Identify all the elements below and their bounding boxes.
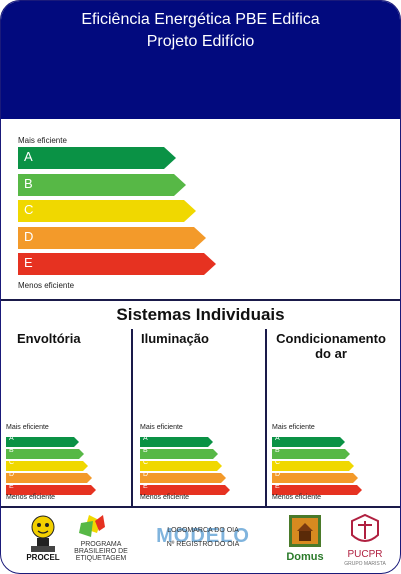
main-bar-b: B (18, 174, 188, 196)
pbe-line2: BRASILEIRO DE (74, 548, 128, 555)
envoltoria-bar-a: A (6, 434, 80, 447)
procel-text: PROCEL (26, 553, 60, 562)
pbe-line3: ETIQUETAGEM (75, 555, 127, 562)
oia-line1: LOGOMARCA DO OIA (167, 527, 239, 534)
iluminacao-bottom-label: Menos eficiente (140, 494, 190, 501)
envoltoria-top-label: Mais eficiente (6, 424, 49, 431)
envoltoria-bar-e-letter: E (9, 483, 14, 490)
pbe-logo: PROGRAMA BRASILEIRO DE ETIQUETAGEM (67, 511, 135, 567)
condicionamento-bar-c: C (272, 458, 355, 471)
condicionamento-bar-d: D (272, 470, 359, 483)
condicionamento-bar-a-letter: A (275, 435, 280, 442)
envoltoria-bar-e: E (6, 482, 97, 495)
footer-divider (1, 506, 400, 508)
iluminacao-bar-a: A (140, 434, 214, 447)
oia-placeholder: MODELO LOGOMARCA DO OIA Nº REGISTRO DO O… (147, 525, 259, 553)
envoltoria-bar-d: D (6, 470, 93, 483)
envoltoria-bar-b: B (6, 446, 85, 459)
column-separator-1 (131, 329, 133, 507)
iluminacao-bar-b-letter: B (143, 447, 148, 454)
header-band (1, 1, 400, 119)
procel-logo: PROCEL (23, 513, 63, 563)
label-subtitle: Projeto Edifício (146, 33, 255, 50)
iluminacao-bar-e: E (140, 482, 231, 495)
main-bar-b-letter: B (24, 176, 33, 191)
column-separator-2 (265, 329, 267, 507)
condicionamento-bar-b: B (272, 446, 351, 459)
iluminacao-bar-c-letter: C (143, 459, 149, 466)
pucpr-text: PUCPR (347, 549, 383, 560)
main-scale-bottom-label: Menos eficiente (18, 281, 75, 290)
iluminacao-bar-d: D (140, 470, 227, 483)
condicionamento-bar-e: E (272, 482, 363, 495)
main-bar-a: A (18, 147, 178, 169)
iluminacao-bar-d-letter: D (143, 471, 149, 478)
pbe-line1: PROGRAMA (80, 541, 122, 548)
envoltoria-bar-c: C (6, 458, 89, 471)
condicionamento-bar-b-letter: B (275, 447, 280, 454)
main-bar-c: C (18, 200, 198, 222)
condicionamento-bar-c-letter: C (275, 459, 281, 466)
main-bar-e-letter: E (24, 255, 33, 270)
condicionamento-bar-d-letter: D (275, 471, 281, 478)
envoltoria-bar-d-letter: D (9, 471, 15, 478)
main-bar-d: D (18, 227, 208, 249)
condicionamento-title: Condicionamento do ar (276, 331, 386, 361)
pucpr-logo: PUCPR GRUPO MARISTA (343, 511, 387, 569)
envoltoria-bar-c-letter: C (9, 459, 15, 466)
condicionamento-bottom-label: Menos eficiente (272, 494, 322, 501)
main-bar-d-letter: D (24, 229, 34, 244)
iluminacao-bar-c: C (140, 458, 223, 471)
modelo-watermark: MODELO (156, 525, 250, 547)
envoltoria-bottom-label: Menos eficiente (6, 494, 56, 501)
main-scale-top-label: Mais eficiente (18, 136, 67, 145)
main-bar-c-letter: C (24, 202, 34, 217)
condicionamento-bar-a: A (272, 434, 346, 447)
systems-title: Sistemas Individuais (116, 305, 285, 324)
label-title: Eficiência Energética PBE Edifica (81, 11, 320, 28)
iluminacao-bar-b: B (140, 446, 219, 459)
main-bar-a-letter: A (24, 149, 33, 164)
iluminacao-bar-e-letter: E (143, 483, 148, 490)
pucpr-subtext: GRUPO MARISTA (344, 561, 386, 567)
domus-logo: Domus (283, 515, 327, 565)
envoltoria-title: Envoltória (17, 331, 81, 346)
iluminacao-bar-a-letter: A (143, 435, 148, 442)
envoltoria-bar-a-letter: A (9, 435, 14, 442)
oia-line2: Nº REGISTRO DO OIA (166, 541, 240, 548)
domus-text: Domus (286, 551, 324, 563)
envoltoria-bar-b-letter: B (9, 447, 14, 454)
condicionamento-top-label: Mais eficiente (272, 424, 315, 431)
iluminacao-title: Iluminação (141, 331, 209, 346)
main-bar-e: E (18, 253, 218, 275)
condicionamento-bar-e-letter: E (275, 483, 280, 490)
iluminacao-top-label: Mais eficiente (140, 424, 183, 431)
section-divider (1, 299, 400, 301)
